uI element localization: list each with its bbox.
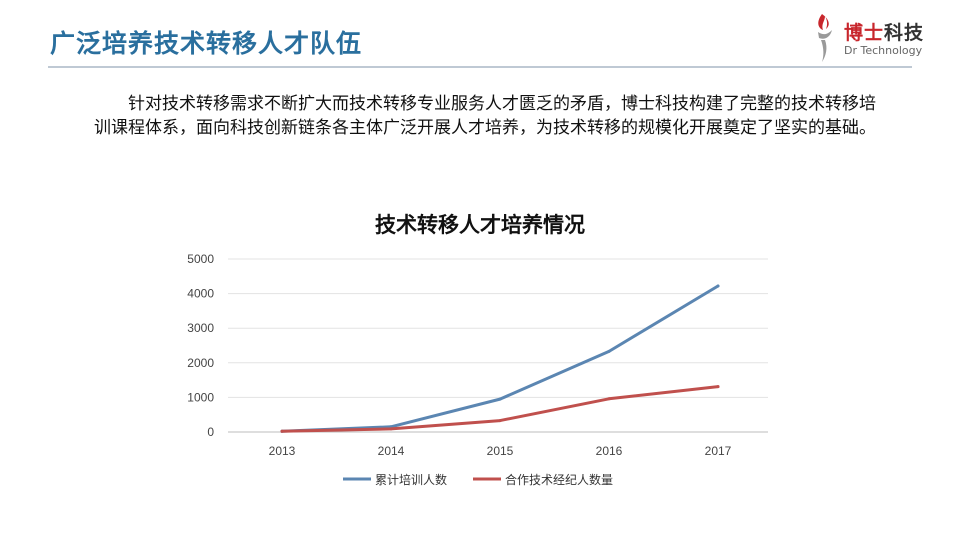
brand-logo: 博士科技 Dr Technology <box>812 8 932 64</box>
x-tick-label: 2014 <box>378 444 405 458</box>
x-tick-label: 2013 <box>269 444 296 458</box>
logo-name-accent: 博士 <box>844 22 885 44</box>
slide-header: 广泛培养技术转移人才队伍 博士科技 Dr Technology <box>0 0 960 70</box>
series-line-2 <box>280 385 720 433</box>
y-tick-label: 0 <box>207 425 214 439</box>
x-tick-label: 2017 <box>705 444 732 458</box>
data-point <box>280 429 284 433</box>
logo-english-name: Dr Technology <box>844 44 923 57</box>
logo-name-rest: 科技 <box>884 22 925 44</box>
legend-label-2: 合作技术经纪人数量 <box>505 472 613 487</box>
y-tick-label: 2000 <box>187 356 214 370</box>
data-point <box>716 284 720 288</box>
torch-logo-icon <box>818 14 832 62</box>
title-divider <box>48 66 912 68</box>
x-tick-label: 2016 <box>596 444 623 458</box>
series-line-1 <box>280 284 720 433</box>
logo-chinese-name: 博士科技 <box>844 18 924 45</box>
data-point <box>498 397 502 401</box>
intro-paragraph: 针对技术转移需求不断扩大而技术转移专业服务人才匮乏的矛盾，博士科技构建了完整的技… <box>94 94 876 138</box>
slide-title: 广泛培养技术转移人才队伍 <box>50 29 363 58</box>
y-tick-label: 4000 <box>187 287 214 301</box>
y-tick-label: 3000 <box>187 321 214 335</box>
data-point <box>607 349 611 353</box>
data-point <box>389 427 393 431</box>
y-tick-label: 1000 <box>187 390 214 404</box>
chart-title: 技术转移人才培养情况 <box>375 213 585 237</box>
legend-label-1: 累计培训人数 <box>375 472 447 487</box>
x-tick-label: 2015 <box>487 444 514 458</box>
data-point <box>716 385 720 389</box>
y-tick-label: 5000 <box>187 252 214 266</box>
data-point <box>607 397 611 401</box>
data-point <box>498 419 502 423</box>
